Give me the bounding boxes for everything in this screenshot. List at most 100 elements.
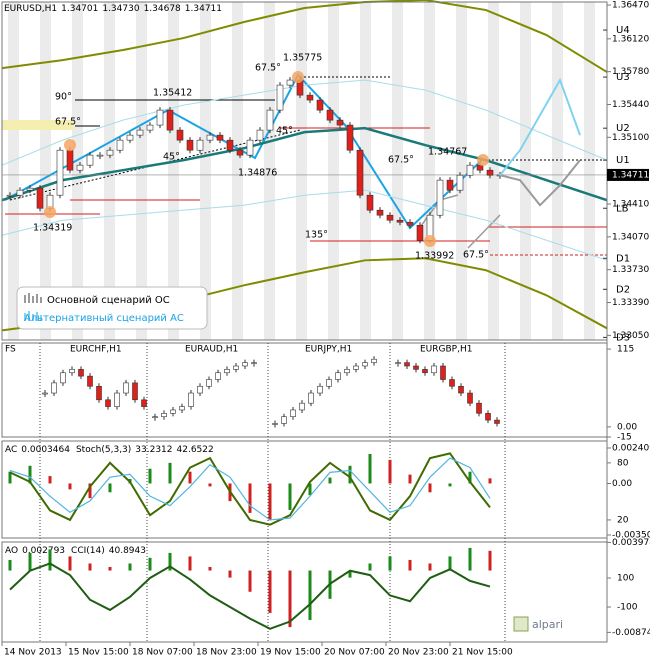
level-label: D2 xyxy=(616,284,630,295)
histogram-bar xyxy=(268,570,272,613)
candle xyxy=(281,416,287,424)
candle xyxy=(126,134,134,141)
candle xyxy=(86,154,94,166)
panel-label: AC 0.0003464 Stoch(5,3,3) 33.2312 42.6522 xyxy=(5,445,214,455)
candle xyxy=(66,149,74,171)
histogram-bar xyxy=(48,476,52,484)
candle xyxy=(436,179,444,216)
pivot-marker xyxy=(44,206,56,218)
histogram-bar xyxy=(248,483,252,513)
candle xyxy=(146,124,154,131)
legend-icon xyxy=(24,311,42,321)
session-band xyxy=(584,2,595,340)
histogram-bar xyxy=(388,556,392,571)
header-price: 1.34701 xyxy=(61,4,98,14)
histogram-bar xyxy=(148,468,152,484)
scenario-line xyxy=(499,77,581,176)
candle xyxy=(371,358,377,363)
candle xyxy=(236,149,244,156)
x-tick-label: 19 Nov 15:00 xyxy=(260,648,321,658)
pivot-markers xyxy=(44,71,489,247)
candle xyxy=(366,194,374,211)
histogram-bar xyxy=(368,563,372,571)
candle xyxy=(78,369,84,377)
candle xyxy=(242,362,248,367)
level-label: U2 xyxy=(616,123,630,134)
branding: alpari xyxy=(513,616,563,632)
session-band xyxy=(360,2,371,340)
candle xyxy=(335,372,341,380)
histogram-bar xyxy=(68,483,72,490)
histogram-bar xyxy=(428,563,432,571)
session-band xyxy=(328,2,339,340)
annotation: 135° xyxy=(305,230,328,241)
indicator-line xyxy=(1,0,608,73)
candle xyxy=(69,369,75,374)
candle xyxy=(286,79,294,86)
y-tick-label: 20 xyxy=(617,515,629,525)
histogram-bar xyxy=(88,563,92,571)
y-tick-label: 0.003978 xyxy=(612,538,650,548)
group-label: EURGBP,H1 xyxy=(420,345,472,355)
candle xyxy=(251,362,257,364)
legend-icon xyxy=(24,293,42,303)
session-band xyxy=(424,2,435,340)
session-band xyxy=(392,2,403,340)
y-tick-label: -15 xyxy=(617,433,632,443)
indicator-value: 33.2312 xyxy=(135,445,172,455)
histogram-bar xyxy=(168,552,172,571)
histogram-bar xyxy=(228,570,232,578)
y-tick-label: 1.33050 xyxy=(612,331,649,341)
candle xyxy=(440,365,446,380)
candle xyxy=(6,194,14,197)
annotation: 1.35775 xyxy=(283,53,322,64)
annotation: 1.34319 xyxy=(33,223,72,234)
indicator-value: 0.002793 xyxy=(22,546,65,556)
candle xyxy=(494,419,500,424)
histogram-bar xyxy=(328,477,332,484)
wave-zigzag xyxy=(467,214,501,249)
histogram-bar xyxy=(108,567,112,571)
indicator-line xyxy=(9,452,491,526)
candle xyxy=(485,413,491,421)
candle xyxy=(188,392,194,407)
panel-label: AO 0.002793 CCI(14) 40.8943 xyxy=(5,546,146,556)
session-band xyxy=(520,2,531,340)
histogram-bar xyxy=(148,557,152,571)
histogram-bar xyxy=(128,563,132,571)
candle xyxy=(406,221,414,226)
y-tick-label: 1.35100 xyxy=(612,133,649,143)
histogram-bar xyxy=(188,556,192,571)
indicator-name: AO xyxy=(5,546,18,556)
candle xyxy=(136,129,144,136)
candle xyxy=(326,109,334,121)
candle xyxy=(346,124,354,151)
annotation: 1.34767 xyxy=(428,147,467,158)
candle xyxy=(87,375,93,387)
candle xyxy=(16,189,24,196)
candle xyxy=(276,84,284,111)
candle xyxy=(308,392,314,404)
session-band xyxy=(104,2,115,340)
candle xyxy=(431,365,437,374)
candle xyxy=(132,382,138,401)
candle xyxy=(197,385,203,394)
y-tick-label: 1.35780 xyxy=(612,67,649,77)
x-tick-label: 14 Nov 2013 xyxy=(4,648,62,658)
header-symbol: EURUSD,H1 1.34701 1.34730 1.34678 1.34711 xyxy=(4,4,222,14)
candle xyxy=(123,382,129,394)
histogram-bar xyxy=(488,550,492,571)
indicator-name: Stoch(5,3,3) xyxy=(76,445,131,455)
pivot-marker xyxy=(477,154,489,166)
candle xyxy=(362,362,368,367)
candle xyxy=(226,139,234,151)
y-tick-label: -0.003500 xyxy=(612,530,650,540)
session-band xyxy=(200,2,211,340)
indicator-value: 0.0003464 xyxy=(21,445,70,455)
candle xyxy=(60,372,66,384)
candle xyxy=(416,224,424,241)
candle xyxy=(116,139,124,151)
annotation: 1.35412 xyxy=(153,88,192,99)
y-tick-label: 0.00 xyxy=(617,422,637,432)
